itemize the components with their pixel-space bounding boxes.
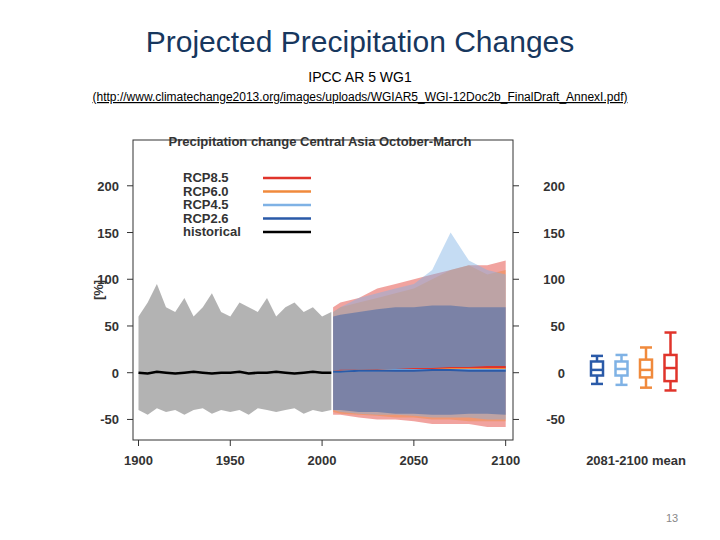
box-label: 2081-2100 mean: [586, 453, 686, 468]
y-tick-label-right: 150: [543, 226, 565, 241]
y-tick-right: [513, 419, 519, 420]
slide-subtitle: IPCC AR 5 WG1: [308, 69, 412, 85]
mean-line: [333, 369, 506, 372]
box-cap: [591, 355, 603, 358]
y-tick-label: 200: [97, 179, 119, 194]
y-tick-right: [513, 232, 519, 233]
x-tick: [322, 440, 323, 446]
legend-swatch: [263, 217, 311, 220]
box: [665, 355, 677, 381]
mean-line: [139, 372, 332, 374]
x-tick-label: 2100: [491, 453, 520, 468]
box-cap: [665, 389, 677, 392]
y-tick: [127, 279, 133, 280]
y-tick-label: -50: [100, 412, 119, 427]
box-median: [665, 367, 677, 370]
source: (http://www.climatechange2013.org/images…: [93, 90, 628, 104]
box-median: [640, 369, 652, 372]
box-cap: [616, 354, 628, 357]
y-tick-label-right: 100: [543, 272, 565, 287]
y-tick: [127, 372, 133, 373]
x-tick: [505, 440, 506, 446]
y-tick-right: [513, 185, 519, 186]
x-tick: [230, 440, 231, 446]
y-tick: [127, 232, 133, 233]
plot-frame: [133, 140, 513, 440]
box-cap: [640, 386, 652, 389]
spread-band: [333, 305, 506, 414]
plot-area: [139, 233, 506, 427]
box: [616, 361, 628, 375]
legend-label: historical: [183, 224, 241, 239]
box: [591, 361, 603, 375]
mean-line: [333, 370, 506, 372]
x-tick-label: 2000: [308, 453, 337, 468]
y-tick-right: [513, 279, 519, 280]
y-tick-right: [513, 372, 519, 373]
box-cap: [591, 383, 603, 386]
y-axis-label: [%]: [91, 280, 106, 300]
x-tick-label: 2050: [399, 453, 428, 468]
box-cap: [665, 331, 677, 334]
mean-line: [333, 370, 506, 372]
box: [640, 360, 652, 378]
page-number: 13: [666, 512, 678, 524]
y-tick-label: 0: [112, 366, 119, 381]
x-tick: [138, 440, 139, 446]
x-tick-label: 1950: [216, 453, 245, 468]
y-tick-label-right: 0: [558, 366, 565, 381]
y-tick-label-right: 200: [543, 179, 565, 194]
legend-swatch: [263, 204, 311, 207]
box-median: [591, 369, 603, 372]
y-tick-label: 150: [97, 226, 119, 241]
box-cap: [616, 384, 628, 387]
box-median: [616, 368, 628, 371]
spread-band: [333, 233, 506, 420]
x-tick: [413, 440, 414, 446]
legend-swatch: [263, 231, 311, 234]
x-tick-label: 1900: [124, 453, 153, 468]
y-tick-label-right: 50: [551, 319, 565, 334]
spread-band: [139, 284, 332, 415]
y-tick-label-right: -50: [546, 412, 565, 427]
box-cap: [640, 346, 652, 349]
chart-title: Precipitation change Central Asia Octobe…: [169, 134, 472, 149]
slide-title: Projected Precipitation Changes: [146, 25, 575, 58]
y-tick-label: 50: [105, 319, 119, 334]
y-tick: [127, 325, 133, 326]
y-tick: [127, 185, 133, 186]
y-tick: [127, 419, 133, 420]
y-tick-right: [513, 325, 519, 326]
slide: Projected Precipitation Changes IPCC AR 5…: [0, 0, 720, 540]
mean-line: [333, 367, 506, 372]
legend-swatch: [263, 190, 311, 193]
legend-swatch: [263, 177, 311, 180]
